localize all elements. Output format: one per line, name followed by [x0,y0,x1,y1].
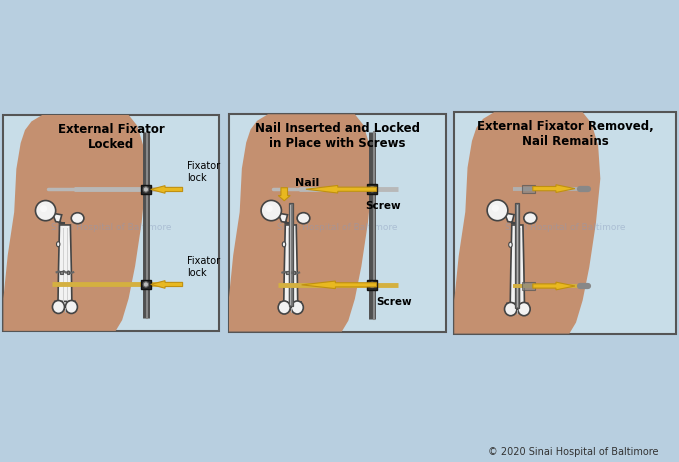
Circle shape [265,205,273,212]
Polygon shape [504,213,517,223]
Circle shape [492,205,499,212]
Bar [367,280,377,290]
Text: Nail Inserted and Locked
in Place with Screws: Nail Inserted and Locked in Place with S… [255,122,420,150]
Bar [367,184,377,194]
Polygon shape [306,185,377,193]
Bar [289,203,293,306]
Polygon shape [3,115,146,331]
Circle shape [369,282,375,287]
Circle shape [261,201,281,221]
Bar [515,202,519,308]
Bar [521,282,535,290]
Ellipse shape [65,300,77,313]
Polygon shape [151,281,183,288]
Polygon shape [52,213,65,223]
Text: Fixator
lock: Fixator lock [187,161,220,183]
Ellipse shape [71,213,84,224]
Bar [293,271,295,274]
Bar [521,185,535,193]
Polygon shape [55,301,75,308]
Bar [141,185,151,195]
Text: Screw: Screw [365,201,401,211]
Circle shape [143,187,149,192]
Circle shape [487,200,508,221]
Text: Sinai Hospital of Baltimore: Sinai Hospital of Baltimore [504,223,625,232]
Ellipse shape [282,242,286,247]
Polygon shape [454,112,600,334]
Bar [286,271,289,274]
Polygon shape [278,188,290,201]
Ellipse shape [278,301,291,314]
Circle shape [143,282,149,287]
Polygon shape [507,304,528,310]
Polygon shape [278,213,291,223]
Text: Nail: Nail [295,178,319,188]
Polygon shape [229,114,372,332]
Ellipse shape [56,242,60,247]
Text: External Fixator Removed,
Nail Remains: External Fixator Removed, Nail Remains [477,120,653,148]
Ellipse shape [509,242,512,247]
Ellipse shape [524,213,537,224]
Ellipse shape [297,213,310,224]
Ellipse shape [504,303,517,316]
Polygon shape [151,186,183,193]
Text: Sinai Hospital of Baltimore: Sinai Hospital of Baltimore [277,223,398,232]
Polygon shape [284,225,298,310]
Circle shape [40,205,47,212]
Polygon shape [510,225,525,311]
Polygon shape [533,185,575,193]
Text: Fixator
lock: Fixator lock [187,256,220,278]
Polygon shape [280,302,301,309]
Ellipse shape [518,303,530,316]
Bar [141,280,151,289]
Polygon shape [58,225,72,309]
Polygon shape [533,282,575,290]
Ellipse shape [291,301,304,314]
Circle shape [369,187,375,192]
Ellipse shape [52,300,65,313]
Text: © 2020 Sinai Hospital of Baltimore: © 2020 Sinai Hospital of Baltimore [488,447,659,457]
Bar [67,271,69,274]
Text: Screw: Screw [377,297,412,307]
Text: External Fixator
Locked: External Fixator Locked [58,122,165,151]
Polygon shape [301,281,377,289]
Bar [60,271,63,274]
Circle shape [35,201,56,221]
Text: Sinai Hospital of Baltimore: Sinai Hospital of Baltimore [51,223,172,232]
